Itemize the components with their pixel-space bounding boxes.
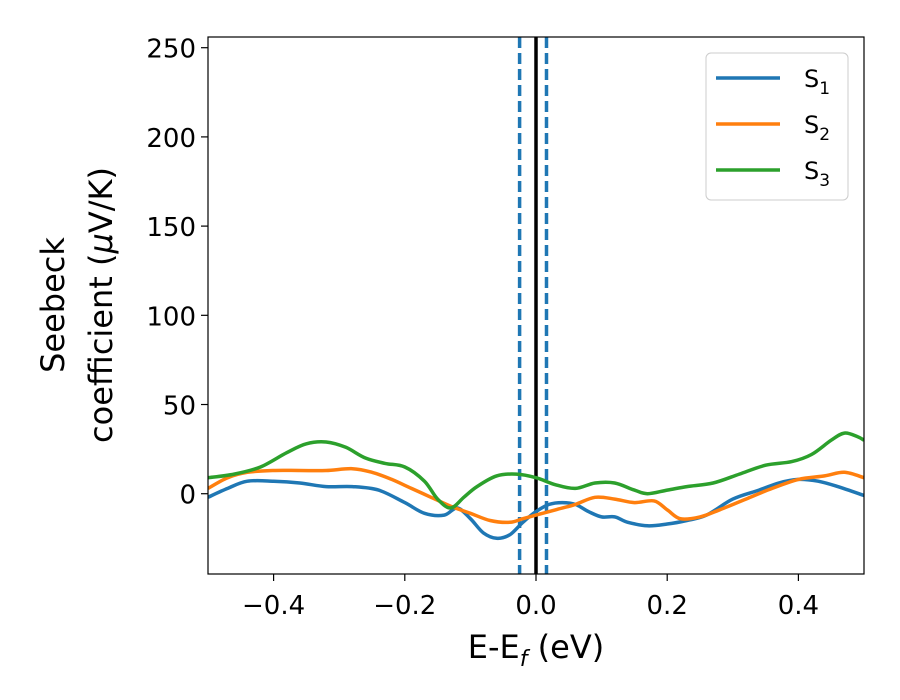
series-line-s2 [208,466,864,525]
y-axis-title-line2-pre: coefficient ( [82,254,120,443]
x-axis-title-main: E-E [468,628,520,666]
x-axis-ticks: −0.4 −0.2 0.0 0.2 0.4 [242,574,819,621]
x-tick-label: −0.2 [373,591,436,621]
legend-frame [705,52,849,201]
legend-label-s3: S3 [804,157,830,191]
x-axis-title: E-Ef (eV) [468,628,604,672]
y-axis-title: Seebeck coefficient (μV/K) [34,167,120,443]
y-axis-title-line2: coefficient (μV/K) [82,167,120,443]
y-axis-title-mu: μ [82,233,120,254]
x-axis-title-subscript: f [520,647,531,672]
x-tick-label: 0.2 [647,591,688,621]
x-tick-label: 0.0 [515,591,556,621]
y-axis-title-line2-post: V/K) [82,167,120,233]
y-axis-title-line1: Seebeck [34,237,72,373]
series-line-s1 [208,477,864,541]
x-tick-label: −0.4 [242,591,305,621]
series-line-s3 [208,431,864,510]
y-tick-label: 0 [179,481,196,511]
y-tick-label: 250 [146,35,196,65]
legend-label-s1: S1 [804,65,830,99]
y-tick-label: 150 [146,213,196,243]
series-layer [208,431,864,541]
y-axis-ticks: 0 50 100 150 200 250 [146,35,208,511]
x-tick-label: 0.4 [778,591,819,621]
vertical-reference-lines [517,37,549,574]
x-axis-title-suffix: (eV) [528,628,605,666]
y-tick-label: 100 [146,302,196,332]
legend-label-s2: S2 [804,111,830,145]
legend: S1 S2 S3 [705,52,849,201]
y-tick-label: 50 [163,392,196,422]
y-tick-label: 200 [146,124,196,154]
